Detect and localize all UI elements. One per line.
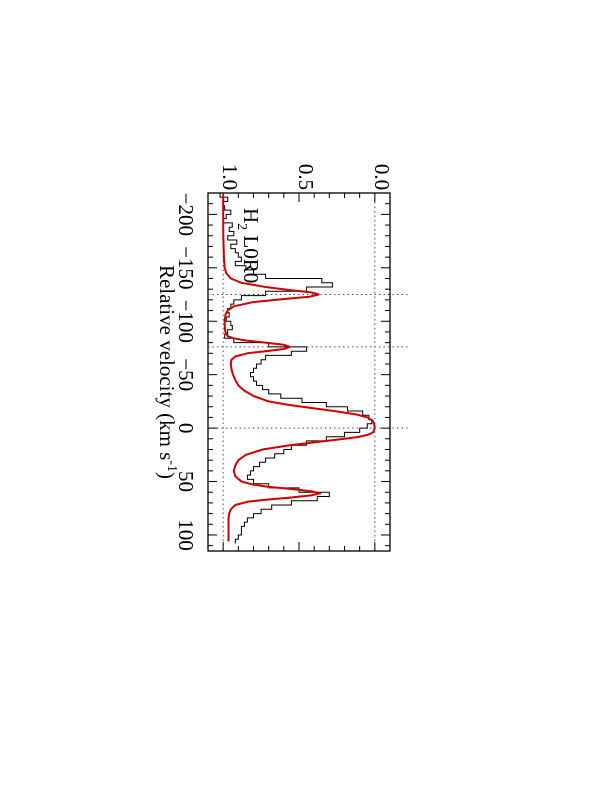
series-layer (219, 193, 376, 544)
x-tick-label: −100 (174, 300, 198, 343)
x-tick-label: −150 (174, 246, 198, 289)
x-axis-title-superscript: -1 (164, 460, 179, 472)
y-tick-label: 0.5 (294, 164, 318, 190)
x-tick-label: 100 (174, 519, 198, 551)
x-tick-label: −50 (174, 358, 198, 391)
panel-label-rest: L0R0 (239, 230, 263, 283)
y-tick-label: 1.0 (218, 164, 242, 190)
panel-label-main: H (239, 208, 263, 223)
panel-label: H2 L0R0 (234, 208, 263, 283)
reference-lines (208, 193, 410, 551)
tick-labels: −200 −150 −100 −50 0 50 100 0.0 0.5 1.0 (174, 164, 394, 551)
model-fit-line (222, 195, 376, 542)
x-tick-label: 50 (174, 471, 198, 492)
x-axis-title: Relative velocity (km s-1) (155, 265, 179, 479)
y-tick-label: 0.0 (370, 164, 394, 190)
axis-ticks (207, 192, 391, 551)
x-axis-title-close: ) (155, 472, 179, 479)
panel-label-subscript: 2 (234, 223, 249, 230)
x-tick-label: 0 (174, 423, 198, 434)
x-tick-label: −200 (174, 193, 198, 236)
x-axis-title-main: Relative velocity (km s (155, 265, 179, 460)
